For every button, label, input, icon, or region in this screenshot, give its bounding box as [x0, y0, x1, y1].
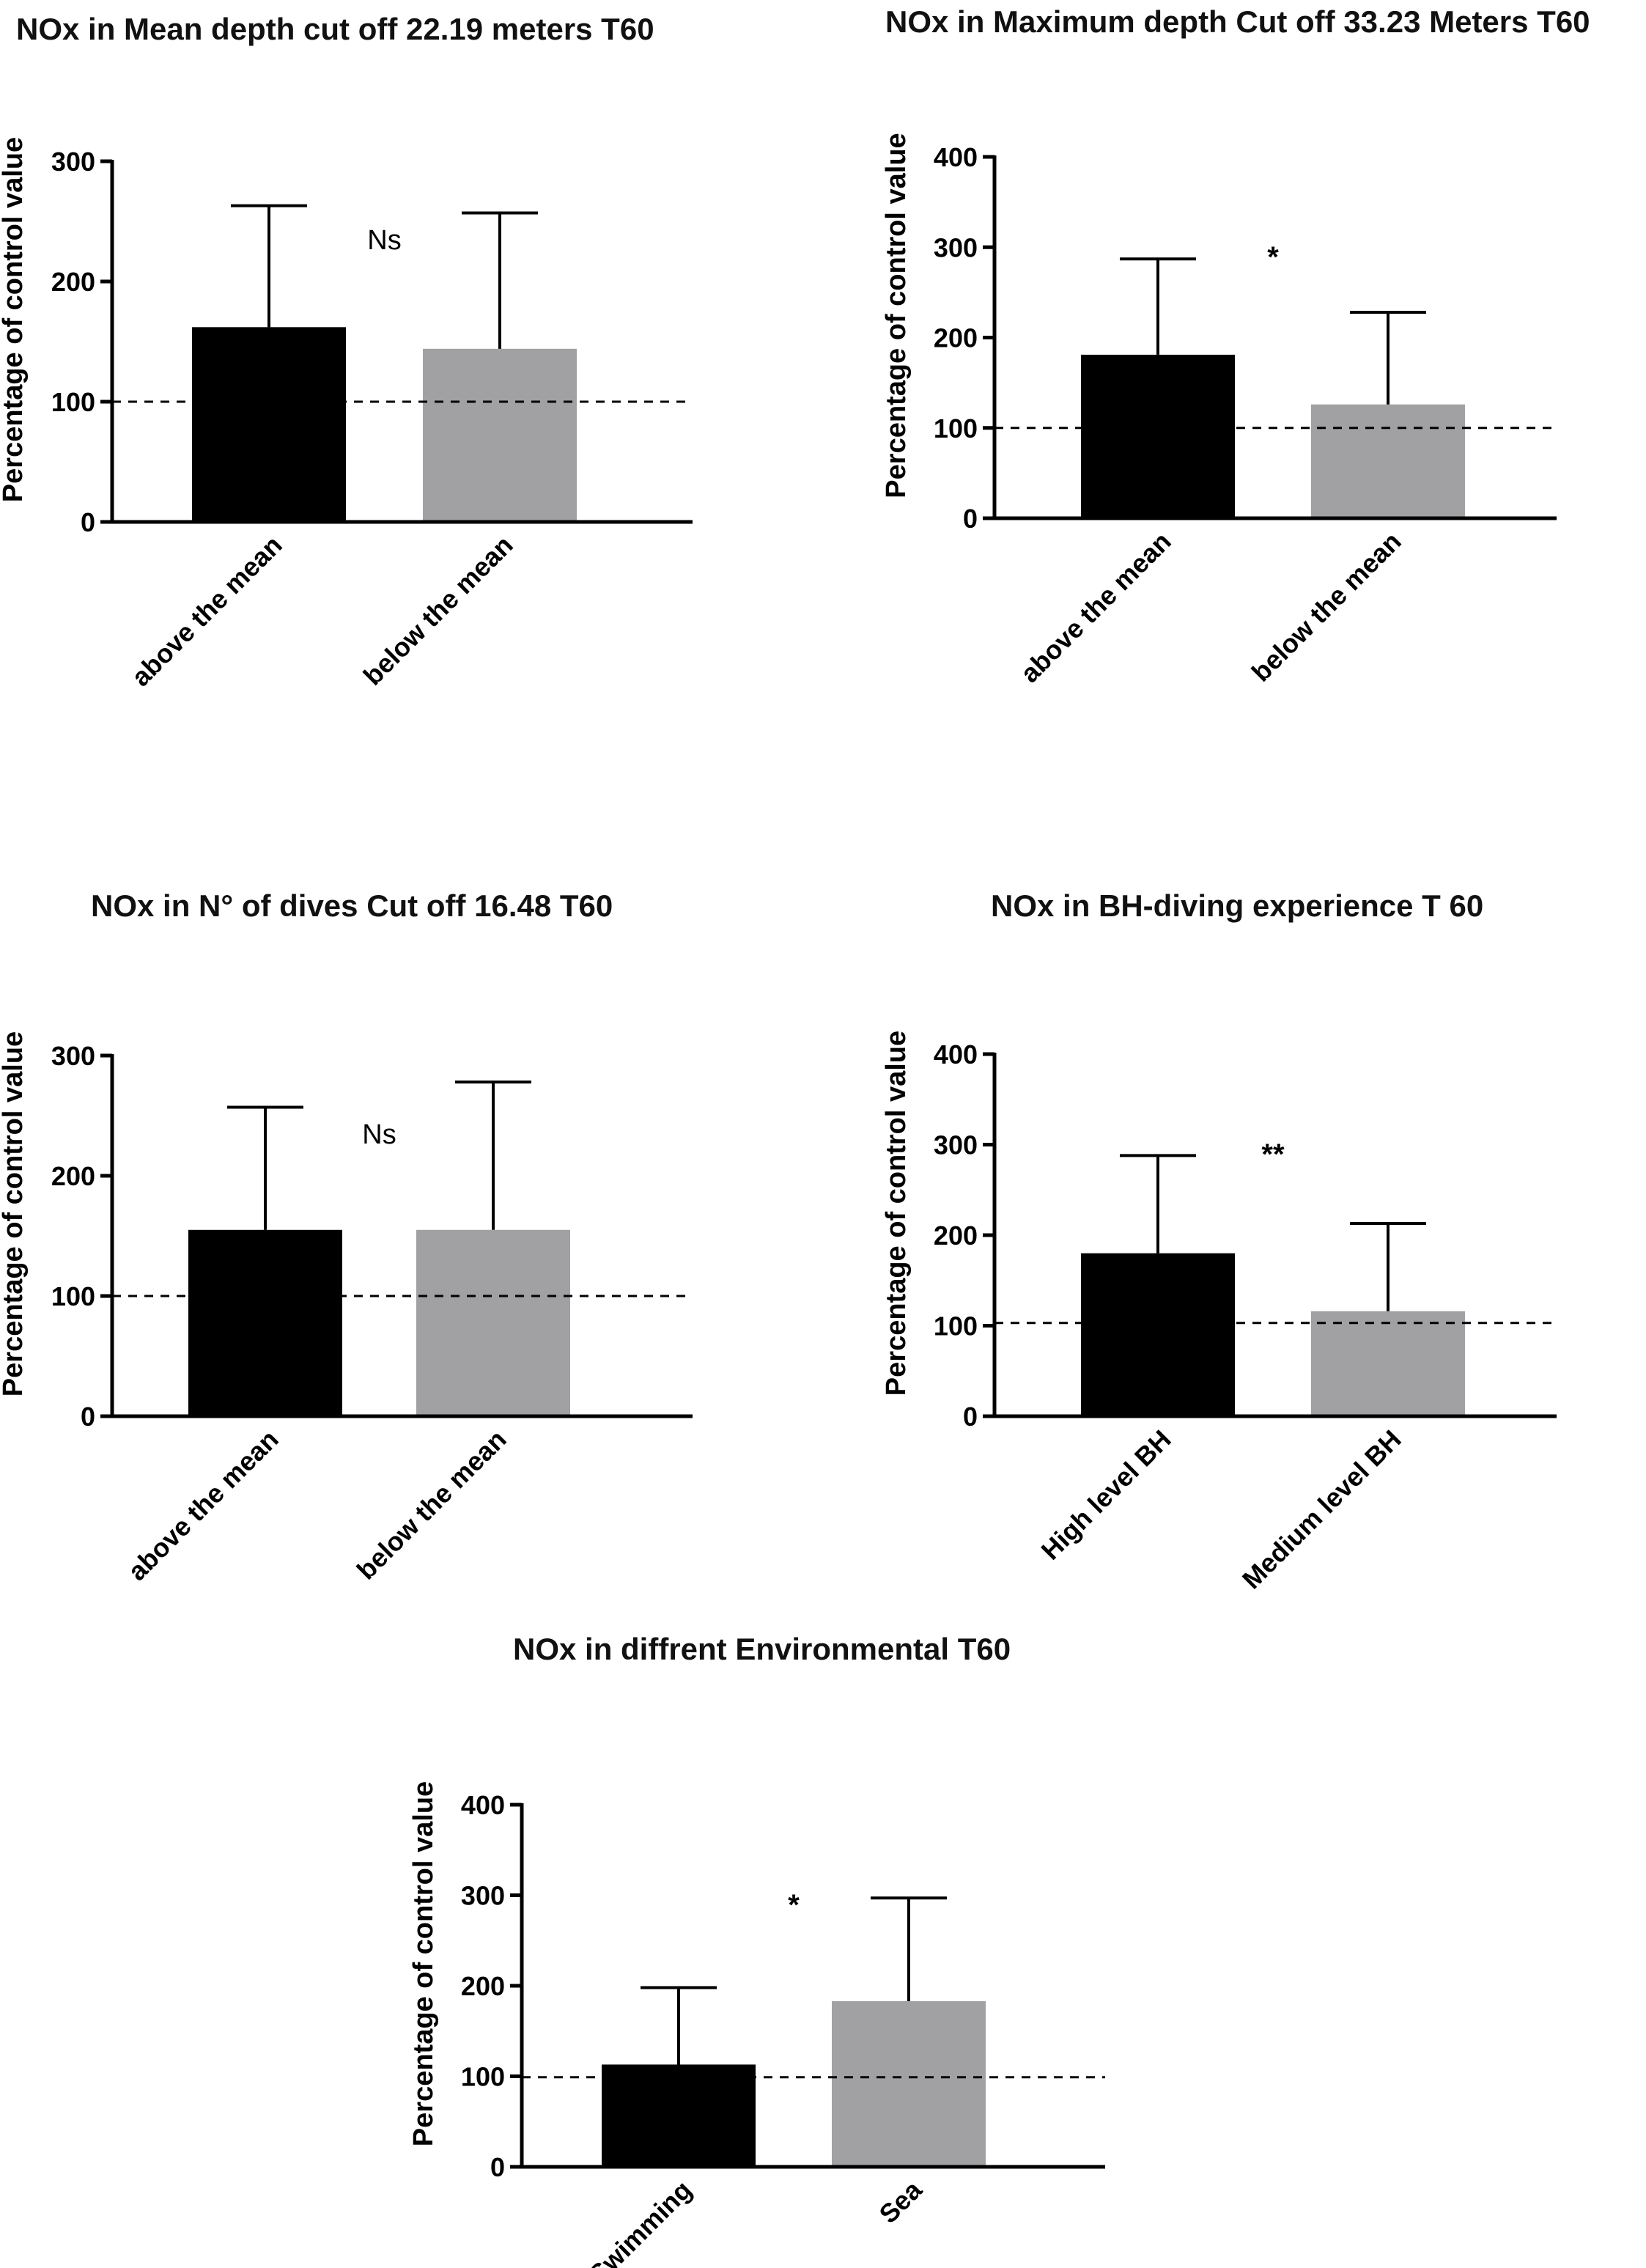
y-tick-label: 0	[81, 507, 95, 537]
y-tick-label: 300	[51, 147, 95, 177]
y-tick-label: 300	[934, 1130, 978, 1160]
chart-title: NOx in N° of dives Cut off 16.48 T60	[91, 888, 613, 923]
chart-plot: 0 100 200 300 Percentage of control value abo…	[0, 137, 693, 692]
x-tick-label: below the mean	[1246, 526, 1407, 688]
y-tick-label: 200	[934, 323, 978, 353]
y-tick-label: 400	[934, 1039, 978, 1069]
x-tick-label: Swimming	[583, 2175, 697, 2268]
chart-title: NOx in Mean depth cut off 22.19 meters T…	[16, 12, 654, 46]
y-axis-title: Percentage of control value	[881, 1031, 912, 1396]
y-tick-label: 0	[963, 1402, 978, 1432]
y-tick-label: 400	[934, 142, 978, 172]
chart-title: NOx in BH-diving experience T 60	[991, 888, 1484, 923]
bar	[602, 2064, 756, 2167]
x-tick-label: High level BH	[1036, 1424, 1177, 1566]
bar	[188, 1229, 342, 1416]
x-tick-label: above the mean	[125, 530, 287, 692]
x-tick-label: below the mean	[358, 530, 519, 691]
y-axis-title: Percentage of control value	[0, 137, 29, 502]
y-tick-label: 200	[51, 267, 95, 297]
y-axis-title: Percentage of control value	[0, 1031, 29, 1396]
y-tick-label: 300	[934, 232, 978, 262]
bar	[1311, 1311, 1465, 1416]
y-tick-label: 100	[51, 387, 95, 417]
y-tick-label: 0	[81, 1402, 95, 1432]
y-tick-label: 400	[461, 1790, 505, 1820]
y-tick-label: 200	[461, 1971, 505, 2001]
chart-plot: 0 100 200 300 400 Percentage of control value…	[881, 133, 1557, 688]
x-tick-label: below the mean	[351, 1424, 512, 1586]
significance-marker: Ns	[367, 225, 401, 256]
y-tick-label: 100	[934, 1311, 978, 1341]
chart-title: NOx in diffrent Environmental T60	[513, 1632, 1011, 1666]
y-tick-label: 300	[461, 1881, 505, 1911]
bar	[832, 2000, 986, 2167]
x-tick-label: above the mean	[122, 1424, 284, 1586]
chart-plot: 0 100 200 300 400 Percentage of control value…	[881, 1031, 1557, 1595]
y-tick-label: 300	[51, 1041, 95, 1071]
x-tick-label: Sea	[873, 2174, 928, 2229]
bar	[1081, 354, 1235, 518]
significance-marker: Ns	[362, 1119, 396, 1150]
bar	[423, 348, 577, 522]
bar	[1311, 404, 1465, 518]
y-tick-label: 0	[963, 504, 978, 534]
significance-marker: *	[1267, 241, 1279, 273]
y-tick-label: 100	[51, 1281, 95, 1311]
y-axis-title: Percentage of control value	[881, 133, 912, 498]
x-tick-label: Medium level BH	[1236, 1424, 1407, 1595]
chart-title: NOx in Maximum depth Cut off 33.23 Meter…	[885, 4, 1590, 39]
x-tick-label: above the mean	[1014, 526, 1176, 688]
y-axis-title: Percentage of control value	[408, 1781, 439, 2146]
y-tick-label: 0	[490, 2152, 505, 2182]
significance-marker: *	[788, 1889, 800, 1921]
bar	[1081, 1253, 1235, 1416]
y-tick-label: 200	[934, 1220, 978, 1251]
significance-marker: **	[1261, 1138, 1285, 1171]
y-tick-label: 100	[934, 413, 978, 443]
bar	[416, 1229, 570, 1416]
chart-plot: 0 100 200 300 Percentage of control value abo…	[0, 1031, 693, 1586]
bar	[192, 327, 346, 522]
y-tick-label: 100	[461, 2062, 505, 2092]
chart-plot: 0 100 200 300 400 Percentage of control value…	[408, 1781, 1105, 2268]
y-tick-label: 200	[51, 1161, 95, 1191]
